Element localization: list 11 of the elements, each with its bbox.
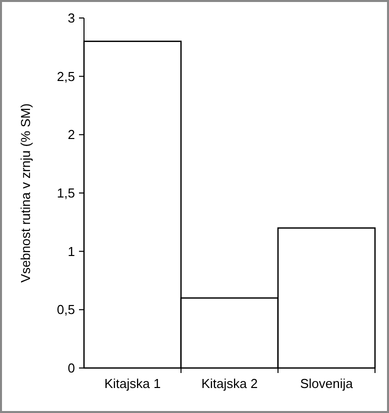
x-tick-label: Kitajska 2 bbox=[201, 376, 258, 391]
y-tick-label: 3 bbox=[68, 10, 75, 26]
y-tick-label: 2,5 bbox=[56, 68, 75, 84]
y-tick-label: 1,5 bbox=[56, 186, 75, 201]
x-tick-label: Kitajska 1 bbox=[104, 376, 161, 391]
y-tick-label: 0 bbox=[68, 360, 75, 376]
y-tick-label: 2 bbox=[68, 127, 75, 142]
y-axis-title: Vsebnost rutina v zrnju (% SM) bbox=[18, 103, 33, 283]
y-tick-label: 0,5 bbox=[56, 302, 75, 318]
y-tick-label: 1 bbox=[68, 244, 75, 259]
x-tick-label: Slovenija bbox=[300, 376, 354, 391]
